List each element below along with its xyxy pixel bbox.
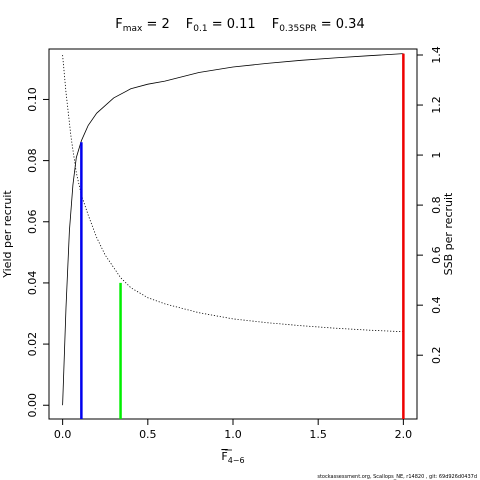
- y-right-tick-label: 1.2: [430, 96, 443, 114]
- y-right-tick-label: 0.2: [430, 346, 443, 364]
- title-text: Fmax = 2 F0.1 = 0.11 F0.35SPR = 0.34: [115, 17, 364, 34]
- x-tick-label: 0.0: [54, 428, 72, 441]
- ssb-per-recruit-line: [62, 54, 404, 333]
- title-value: = 0.34: [317, 17, 365, 32]
- x-axis: 0.0 0.5 1.0 1.5 2.0: [54, 419, 412, 441]
- y-left-tick-label: 0.00: [26, 393, 39, 418]
- plot-frame: [48, 48, 418, 420]
- y-left-tick-label: 0.06: [26, 210, 39, 235]
- chart-title: Fmax = 2 F0.1 = 0.11 F0.35SPR = 0.34: [115, 17, 364, 34]
- footnote: stockassessment.org, Scallops_NE, r14820…: [317, 474, 477, 480]
- title-subscript: 0.1: [193, 24, 207, 34]
- title-symbol: F: [272, 17, 279, 32]
- y-left-tick-label: 0.02: [26, 332, 39, 357]
- x-tick-label: 1.0: [224, 428, 242, 441]
- x-tick-label: 0.5: [139, 428, 157, 441]
- title-symbol: F: [115, 17, 122, 32]
- y-left-tick-label: 0.10: [26, 87, 39, 112]
- y-axis-right-title: SSB per recruit: [442, 192, 455, 275]
- title-subscript: 0.35SPR: [279, 24, 316, 34]
- y-right-tick-label: 1.4: [430, 46, 443, 64]
- x-axis-title: F4−6: [221, 450, 244, 465]
- y-left-tick-label: 0.08: [26, 148, 39, 173]
- y-right-tick-label: 0.4: [430, 296, 443, 314]
- title-symbol: F: [186, 17, 193, 32]
- x-title-symbol: F: [221, 450, 227, 463]
- reference-lines: [80, 53, 405, 419]
- x-title-subscript: 4−6: [228, 456, 245, 465]
- title-subscript: max: [123, 24, 143, 34]
- y-right-tick-label: 0.8: [430, 196, 443, 214]
- title-value: = 0.11: [208, 17, 256, 32]
- y-axis-right: 0.2 0.4 0.6 0.8 1 1.2 1.4: [417, 46, 443, 364]
- y-axis-left: 0.00 0.02 0.04 0.06 0.08 0.10: [26, 87, 49, 417]
- x-tick-label: 1.5: [309, 428, 327, 441]
- yield-per-recruit-line: [62, 53, 404, 406]
- series-layer: [62, 53, 404, 406]
- y-axis-left-title: Yield per recruit: [1, 190, 14, 279]
- y-left-tick-label: 0.04: [26, 271, 39, 296]
- y-right-tick-label: 1: [430, 152, 443, 159]
- title-value: = 2: [142, 17, 169, 32]
- y-right-tick-label: 0.6: [430, 246, 443, 264]
- x-tick-label: 2.0: [395, 428, 413, 441]
